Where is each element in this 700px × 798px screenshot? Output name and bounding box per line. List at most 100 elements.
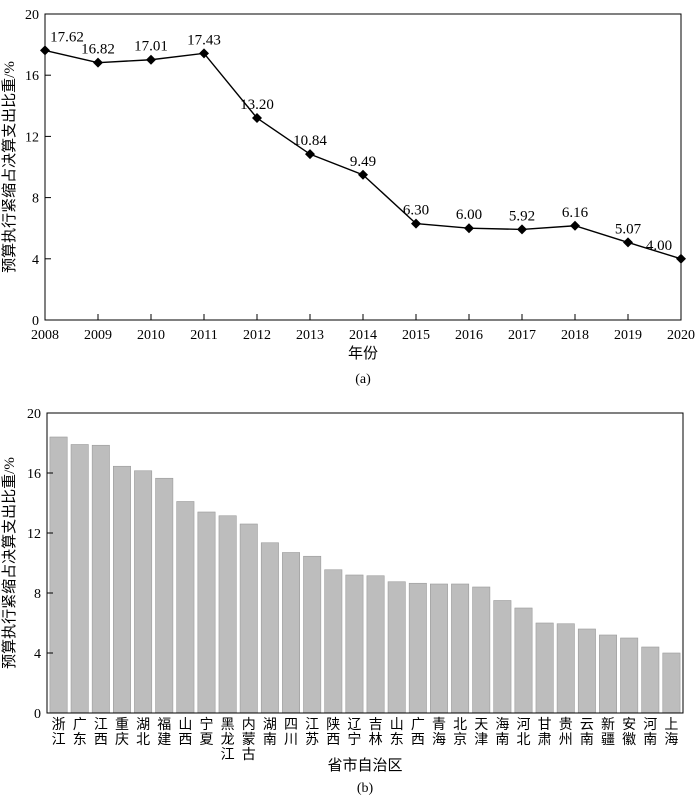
- x-axis: 浙江广东江西重庆湖北福建山西宁夏黑龙江内蒙古湖南四川江苏陕西辽宁吉林山东广西青海…: [52, 716, 679, 763]
- bar-group: [49, 436, 681, 714]
- category-label: 安徽: [622, 717, 636, 748]
- data-label: 6.16: [562, 205, 589, 221]
- y-tick-label: 0: [34, 707, 41, 722]
- bar: [345, 574, 364, 714]
- y-tick-label: 20: [25, 8, 39, 23]
- x-tick-label: 2009: [84, 328, 112, 343]
- category-label: 北京: [453, 717, 467, 748]
- data-label: 6.00: [456, 207, 482, 223]
- data-label: 13.20: [240, 97, 274, 113]
- x-tick-label: 2020: [667, 328, 695, 343]
- bar: [197, 511, 216, 714]
- y-axis: 0 4 8 12 16 20: [27, 407, 53, 722]
- y-tick-label: 8: [32, 192, 39, 207]
- bar: [514, 607, 533, 714]
- y-tick-label: 12: [25, 130, 39, 145]
- y-tick-label: 4: [32, 253, 39, 268]
- y-tick-label: 16: [27, 467, 41, 482]
- x-tick-label: 2012: [243, 328, 271, 343]
- data-label: 6.30: [403, 203, 429, 219]
- bar: [408, 582, 427, 714]
- category-label: 广西: [411, 717, 425, 748]
- category-label: 河南: [643, 717, 657, 748]
- bar: [218, 515, 237, 714]
- bar: [599, 634, 617, 714]
- category-label: 海南: [495, 717, 509, 748]
- y-axis-title: 预算执行紧缩占决算支出比重/%: [0, 457, 18, 669]
- bar: [49, 436, 68, 714]
- data-point-marker: [146, 54, 156, 65]
- category-label: 江西: [94, 717, 108, 748]
- panel-caption: (b): [357, 781, 374, 796]
- category-label: 辽宁: [347, 717, 361, 748]
- data-point-marker: [40, 45, 50, 56]
- x-tick-label: 2008: [31, 328, 59, 343]
- category-label: 湖北: [136, 717, 150, 748]
- bar: [620, 637, 639, 714]
- bar: [176, 501, 195, 714]
- y-tick-label: 4: [34, 647, 41, 662]
- bar: [577, 628, 596, 714]
- plot-area-frame: [46, 412, 684, 714]
- bar-chart-panel: 0 4 8 12 16 20 浙江广东江西重庆湖北福建山西宁夏黑龙江内蒙古湖南四川江苏陕西…: [0, 407, 684, 796]
- bar: [641, 646, 660, 714]
- data-label: 17.01: [134, 39, 168, 55]
- bar: [387, 581, 406, 714]
- bar: [91, 444, 110, 714]
- bar: [70, 444, 89, 714]
- data-label: 5.07: [615, 221, 642, 237]
- bar: [155, 477, 174, 714]
- x-tick-label: 2011: [190, 328, 217, 343]
- bar: [239, 523, 258, 714]
- x-tick-label: 2013: [296, 328, 324, 343]
- category-label: 山东: [390, 717, 404, 748]
- data-label: 16.82: [81, 42, 115, 58]
- bar: [535, 622, 554, 714]
- x-tick-label: 2014: [349, 328, 377, 343]
- bar: [430, 583, 448, 714]
- category-label: 广东: [73, 717, 87, 748]
- bar: [493, 600, 512, 714]
- data-label: 17.62: [50, 29, 84, 45]
- bar: [282, 552, 300, 714]
- data-label: 5.92: [509, 208, 535, 224]
- y-tick-label: 12: [27, 527, 41, 542]
- x-tick-label: 2018: [561, 328, 589, 343]
- category-label: 重庆: [115, 717, 129, 748]
- category-label: 吉林: [369, 717, 383, 748]
- data-point-marker: [411, 218, 421, 229]
- bar: [134, 470, 153, 714]
- category-label: 陕西: [326, 717, 340, 748]
- category-label: 湖南: [263, 717, 277, 748]
- category-label: 内蒙古: [242, 717, 256, 763]
- category-label: 山西: [178, 717, 192, 748]
- x-axis-title: 省市自治区: [327, 757, 402, 774]
- category-label: 云南: [580, 718, 594, 748]
- bar: [113, 465, 131, 714]
- data-point-marker: [464, 223, 474, 234]
- category-label: 上海: [664, 717, 678, 748]
- data-point-marker: [358, 169, 368, 180]
- data-point-marker: [305, 149, 315, 160]
- data-point-marker: [252, 113, 262, 124]
- x-axis: 2008 2009 2010 2011 2012 2013 2014 2015 2016 2017…: [31, 314, 695, 343]
- bar: [472, 586, 491, 714]
- bar: [662, 652, 681, 714]
- category-label: 黑龙江: [221, 718, 235, 763]
- data-label: 17.43: [187, 32, 221, 48]
- data-point-marker: [623, 237, 633, 248]
- category-label: 贵州: [559, 717, 573, 748]
- bar: [556, 623, 575, 714]
- category-label: 四川: [284, 718, 298, 748]
- x-tick-label: 2016: [455, 328, 483, 343]
- marker-group: [40, 45, 686, 264]
- data-point-marker: [570, 220, 580, 231]
- data-point-marker: [93, 57, 103, 68]
- data-point-marker: [199, 48, 209, 59]
- data-label: 10.84: [293, 133, 327, 149]
- x-tick-label: 2010: [137, 328, 165, 343]
- y-axis: 0 4 8 12 16 20: [25, 8, 51, 329]
